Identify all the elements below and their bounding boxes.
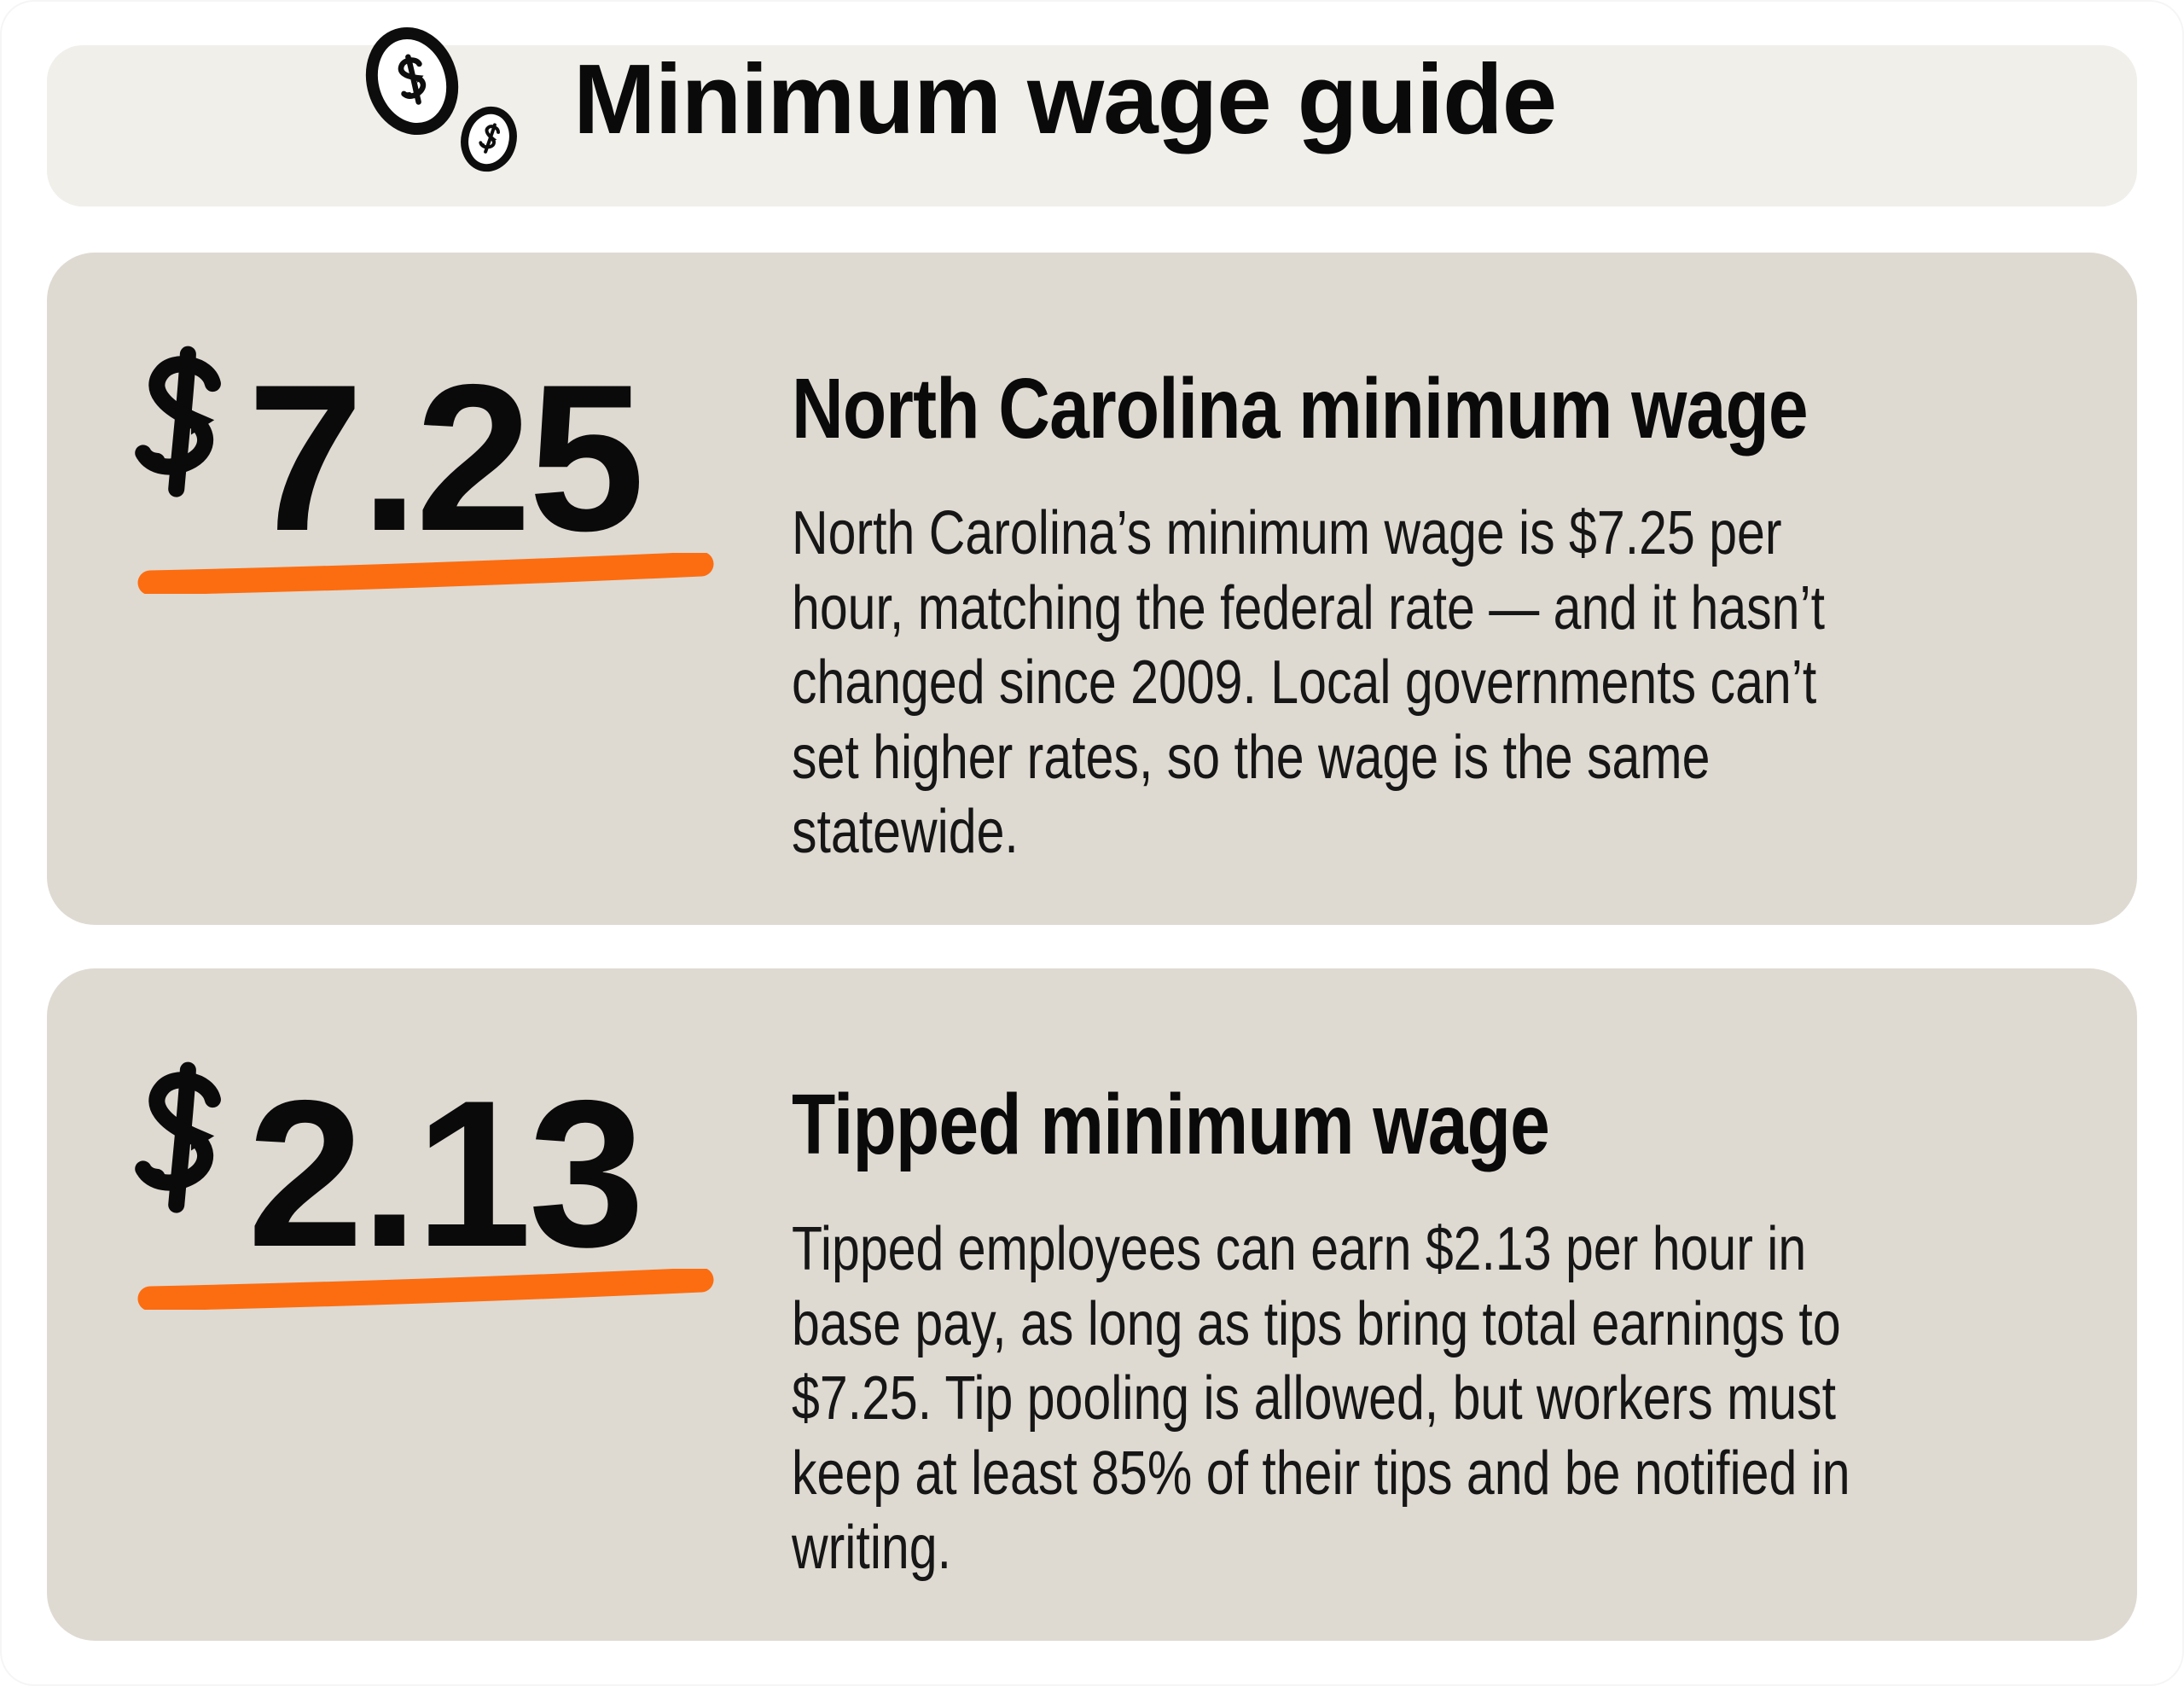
wage-card-tipped: 2.13 Tipped minimum wage Tipped employee… bbox=[47, 968, 2137, 1641]
orange-underline bbox=[137, 553, 714, 594]
card-heading: Tipped minimum wage bbox=[792, 1077, 1550, 1172]
wage-amount: 2.13 bbox=[247, 1056, 645, 1290]
card-body: North Carolina’s minimum wage is $7.25 p… bbox=[792, 499, 1826, 866]
hand-drawn-dollar-icon bbox=[132, 341, 233, 503]
wage-amount: 7.25 bbox=[247, 340, 645, 574]
page-title: Minimum wage guide bbox=[573, 44, 1557, 154]
wage-card-north-carolina: 7.25 North Carolina minimum wage North C… bbox=[47, 253, 2137, 925]
card-text-block: North Carolina minimum wage North Caroli… bbox=[792, 253, 2103, 925]
card-text-block: Tipped minimum wage Tipped employees can… bbox=[792, 968, 2103, 1641]
dollar-coins-icon bbox=[365, 26, 517, 172]
hand-drawn-dollar-icon bbox=[132, 1057, 233, 1219]
orange-underline bbox=[137, 1269, 714, 1310]
card-heading: North Carolina minimum wage bbox=[792, 361, 1809, 456]
card-body: Tipped employees can earn $2.13 per hour… bbox=[792, 1215, 1850, 1582]
